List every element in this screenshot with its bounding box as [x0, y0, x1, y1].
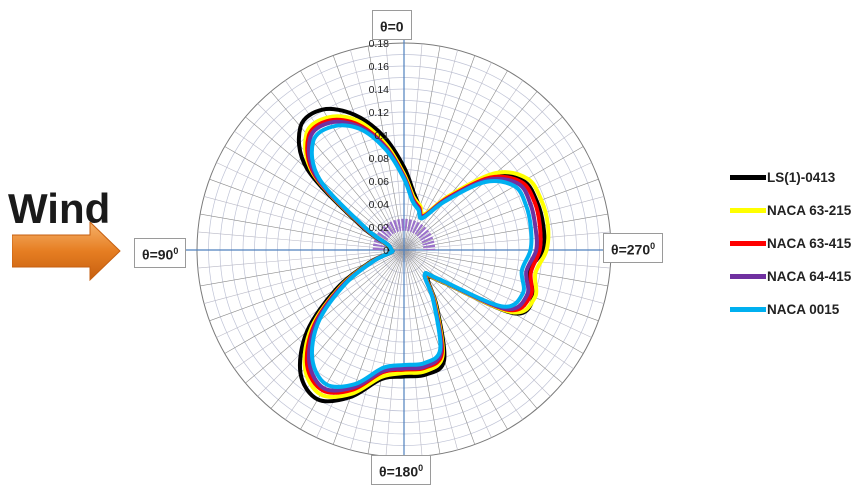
series-line-3 — [306, 119, 539, 393]
series-line-4 — [309, 123, 534, 389]
grid-spoke — [203, 249, 405, 304]
grid-spoke — [403, 249, 584, 354]
legend-swatch — [730, 307, 766, 312]
grid-spoke — [350, 49, 405, 251]
legend-swatch — [730, 175, 766, 180]
grid-spoke — [403, 43, 423, 251]
grid-spoke — [403, 46, 441, 251]
direction-label-bottom-text: θ=180 — [379, 463, 419, 480]
wind-label: Wind — [8, 185, 111, 232]
legend-swatch — [730, 241, 766, 246]
grid-spoke — [300, 70, 405, 251]
grid-spoke — [350, 249, 405, 451]
radial-tick-labels: 0 0.02 0.04 0.06 0.08 0.1 0.12 0.14 0.16 0.18 — [369, 38, 390, 257]
legend-item: NACA 64-415 — [730, 267, 858, 287]
r-tick-label: 0.14 — [369, 84, 390, 96]
grid-spoke — [257, 103, 405, 251]
legend-item: LS(1)-0413 — [730, 168, 858, 188]
grid-spoke — [403, 249, 574, 369]
grid-spoke — [403, 249, 563, 384]
r-tick-label: 0.12 — [369, 107, 390, 119]
legend-swatch — [730, 274, 766, 279]
legend-label: NACA 63-415 — [767, 236, 852, 251]
direction-axes — [183, 29, 625, 471]
r-tick-label: 0.1 — [374, 130, 389, 142]
grid-spoke — [403, 231, 611, 251]
r-tick-label: 0.18 — [369, 38, 390, 50]
grid-spoke — [270, 249, 405, 409]
grid-spoke — [385, 249, 405, 457]
r-tick-label: 0.02 — [369, 222, 390, 234]
legend-item: NACA 0015 — [730, 300, 858, 320]
grid-spoke — [385, 43, 405, 251]
grid-spoke — [403, 213, 608, 251]
grid-spoke — [403, 178, 599, 251]
grid-spoke — [403, 103, 551, 251]
direction-label-bottom: θ=1800 — [371, 455, 432, 485]
legend-label: NACA 63-215 — [767, 203, 852, 218]
grid-spoke — [209, 178, 405, 251]
grid-spoke — [403, 162, 592, 251]
direction-label-top-text: θ=0 — [380, 18, 404, 35]
grid-spoke — [403, 62, 492, 251]
grid-spoke — [234, 131, 405, 251]
direction-label-top: θ=0 — [372, 10, 412, 40]
grid-spoke — [403, 249, 423, 457]
grid-spoke — [203, 196, 405, 251]
grid-spoke — [200, 249, 405, 287]
grid-spoke — [403, 80, 523, 251]
grid-spoke — [403, 249, 611, 269]
grid-spoke — [403, 91, 538, 251]
direction-label-right-text: θ=270 — [611, 241, 651, 258]
grid-spoke — [197, 249, 405, 269]
wind-arrow-icon — [12, 222, 121, 282]
direction-label-right: θ=2700 — [603, 233, 664, 263]
direction-label-left: θ=900 — [134, 238, 187, 268]
grid-spoke — [200, 213, 405, 251]
grid-spoke — [216, 249, 405, 338]
grid-spoke — [403, 196, 605, 251]
grid-spoke — [197, 231, 405, 251]
grid-spoke — [285, 80, 405, 251]
series-line-1 — [302, 114, 551, 399]
grid-spoke — [367, 249, 405, 454]
grid-spoke — [403, 249, 441, 454]
grid-spoke — [403, 146, 584, 251]
r-tick-label: 0 — [383, 245, 389, 257]
grid-spoke — [224, 249, 405, 354]
grid-spoke — [332, 249, 405, 445]
grid-spoke — [316, 62, 405, 251]
legend-label: NACA 0015 — [767, 302, 840, 317]
grid-spoke — [403, 131, 574, 251]
grid-spoke — [403, 249, 599, 322]
grid-spoke — [316, 249, 405, 438]
r-tick-label: 0.06 — [369, 176, 390, 188]
r-tick-label: 0.04 — [369, 199, 390, 211]
grid-spoke — [403, 249, 605, 304]
grid-spoke — [245, 249, 405, 384]
legend-item: NACA 63-415 — [730, 234, 858, 254]
legend-swatch — [730, 208, 766, 213]
grid-spoke — [403, 249, 592, 338]
r-tick-label: 0.16 — [369, 61, 390, 73]
grid-spoke — [403, 249, 492, 438]
legend-label: NACA 64-415 — [767, 269, 852, 284]
grid-spoke — [403, 55, 476, 251]
r-tick-label: 0.08 — [369, 153, 390, 165]
grid-spoke — [403, 249, 508, 430]
grid-spoke — [403, 249, 608, 287]
grid-spoke — [403, 49, 458, 251]
legend-label: LS(1)-0413 — [767, 170, 836, 185]
grid-spoke — [403, 249, 458, 451]
grid-spoke — [332, 55, 405, 251]
legend-item: NACA 63-215 — [730, 201, 858, 221]
grid-spoke — [285, 249, 405, 420]
direction-label-left-text: θ=90 — [142, 246, 174, 263]
grid-spoke — [257, 249, 405, 397]
grid-spoke — [270, 91, 405, 251]
series-lines — [296, 106, 551, 404]
